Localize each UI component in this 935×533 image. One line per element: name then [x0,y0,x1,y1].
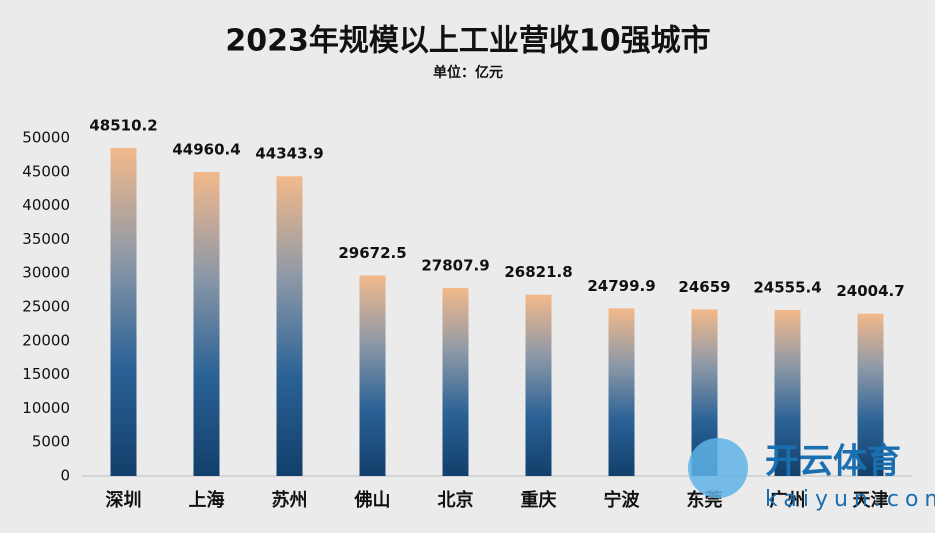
bar [608,308,635,476]
value-label: 24799.9 [587,277,655,295]
x-tick-label: 重庆 [521,489,557,511]
y-tick-label: 25000 [22,298,70,316]
bar [193,172,220,477]
value-label: 24555.4 [753,279,821,297]
bar [110,148,137,476]
x-tick-label: 广州 [770,489,806,511]
value-label: 44343.9 [255,145,323,163]
watermark-text: 开云体育 [765,442,901,482]
chart-subtitle: 单位：亿元 [433,64,503,81]
x-tick-label: 苏州 [272,489,308,511]
value-label: 26821.8 [504,263,572,281]
bar [276,176,303,476]
y-tick-label: 45000 [22,162,70,180]
y-tick-label: 35000 [22,230,70,248]
y-tick-label: 10000 [22,399,70,417]
value-label: 44960.4 [172,141,240,159]
bar [857,313,884,476]
y-tick-label: 0 [60,467,70,485]
x-tick-label: 天津 [853,489,889,511]
bar [442,288,469,476]
value-label: 24659 [678,278,730,296]
y-tick-label: 50000 [22,129,70,147]
bar [774,310,801,476]
value-label: 48510.2 [89,117,157,135]
bar [525,294,552,476]
x-tick-label: 深圳 [106,489,142,511]
value-label: 29672.5 [338,244,406,262]
value-label: 27807.9 [421,257,489,275]
x-tick-label: 宁波 [604,489,641,511]
x-tick-label: 上海 [189,489,225,511]
watermark-logo [688,438,748,498]
bar [359,275,386,476]
y-tick-label: 30000 [22,264,70,282]
chart-title: 2023年规模以上工业营收10强城市 [225,24,710,59]
x-tick-label: 佛山 [354,489,391,511]
x-tick-label: 北京 [438,489,474,511]
value-label: 24004.7 [836,282,904,300]
watermark-url: kaiyun.com [765,487,935,512]
y-tick-label: 20000 [22,331,70,349]
y-tick-label: 5000 [32,433,70,451]
y-tick-label: 15000 [22,365,70,383]
y-tick-label: 40000 [22,196,70,214]
